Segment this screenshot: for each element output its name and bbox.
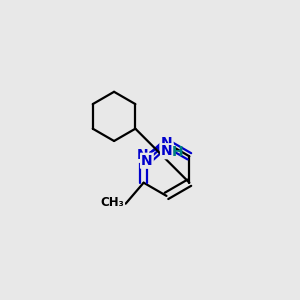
Text: N: N [136, 148, 148, 162]
Text: N: N [141, 154, 153, 168]
Text: CH₃: CH₃ [100, 196, 124, 209]
Text: H: H [172, 145, 184, 159]
Text: N: N [161, 136, 172, 150]
Text: N: N [161, 136, 172, 150]
Text: N: N [161, 144, 173, 158]
